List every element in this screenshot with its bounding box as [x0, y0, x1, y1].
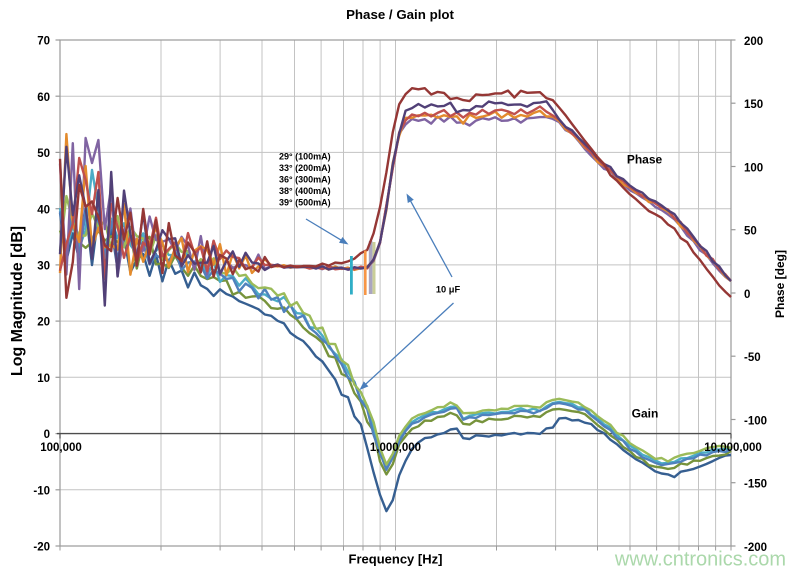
- svg-text:-20: -20: [33, 542, 50, 554]
- svg-text:50: 50: [744, 226, 757, 238]
- svg-text:www.cntronics.com: www.cntronics.com: [614, 549, 786, 571]
- svg-text:0: 0: [44, 429, 50, 441]
- svg-text:39° (500mA): 39° (500mA): [279, 198, 331, 208]
- svg-text:30: 30: [37, 261, 50, 273]
- svg-text:Phase: Phase: [627, 153, 663, 167]
- svg-text:10 μF: 10 μF: [436, 285, 461, 295]
- svg-text:100,000: 100,000: [40, 442, 82, 454]
- svg-text:-200: -200: [744, 542, 767, 554]
- svg-text:200: 200: [744, 36, 763, 48]
- svg-text:36° (300mA): 36° (300mA): [279, 175, 331, 185]
- svg-text:40: 40: [37, 204, 50, 216]
- svg-text:20: 20: [37, 317, 50, 329]
- svg-text:29° (100mA): 29° (100mA): [279, 152, 331, 162]
- svg-text:-10: -10: [33, 485, 50, 497]
- svg-text:-150: -150: [744, 479, 767, 491]
- svg-text:150: 150: [744, 99, 763, 111]
- svg-text:Phase / Gain plot: Phase / Gain plot: [346, 7, 454, 22]
- svg-text:1,000,000: 1,000,000: [370, 442, 421, 454]
- svg-text:33° (200mA): 33° (200mA): [279, 163, 331, 173]
- svg-text:Phase [deg]: Phase [deg]: [773, 250, 787, 318]
- svg-text:Gain: Gain: [632, 407, 659, 421]
- svg-text:Log Magnitude [dB]: Log Magnitude [dB]: [9, 226, 26, 376]
- svg-text:-50: -50: [744, 352, 761, 364]
- svg-text:100: 100: [744, 162, 763, 174]
- svg-text:70: 70: [37, 36, 50, 48]
- svg-text:38° (400mA): 38° (400mA): [279, 186, 331, 196]
- svg-text:60: 60: [37, 92, 50, 104]
- svg-text:10: 10: [37, 373, 50, 385]
- svg-text:0: 0: [744, 289, 750, 301]
- svg-text:50: 50: [37, 148, 50, 160]
- svg-text:Frequency [Hz]: Frequency [Hz]: [349, 552, 443, 567]
- svg-text:-100: -100: [744, 415, 767, 427]
- svg-text:10,000,000: 10,000,000: [704, 442, 762, 454]
